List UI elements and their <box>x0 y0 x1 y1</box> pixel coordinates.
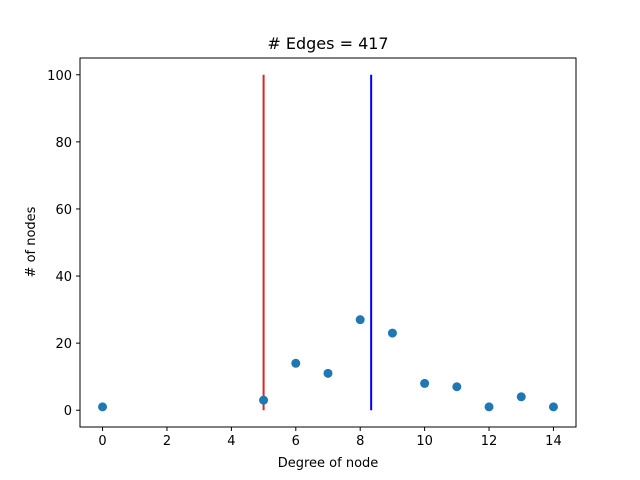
scatter-point-8 <box>484 402 494 412</box>
scatter-point-1 <box>259 395 269 405</box>
scatter-point-0 <box>98 402 108 412</box>
chart-title: # Edges = 417 <box>267 34 388 53</box>
x-tick-label-0: 0 <box>98 434 106 449</box>
scatter-point-4 <box>355 315 365 325</box>
y-tick-label-0: 0 <box>64 404 72 419</box>
x-tick-label-6: 12 <box>481 434 498 449</box>
x-tick-label-2: 4 <box>227 434 235 449</box>
x-tick-label-7: 14 <box>545 434 562 449</box>
y-tick-label-1: 20 <box>55 337 72 352</box>
scatter-point-10 <box>548 402 558 412</box>
x-axis-label: Degree of node <box>278 456 379 471</box>
axes: 0 2 4 6 8 10 12 14 0 20 40 60 80 100 <box>47 69 562 449</box>
x-tick-label-4: 8 <box>356 434 364 449</box>
y-tick-label-4: 80 <box>55 136 72 151</box>
x-tick-label-1: 2 <box>163 434 171 449</box>
plot-frame <box>79 57 577 428</box>
x-tick-label-3: 6 <box>292 434 300 449</box>
y-tick-label-5: 100 <box>47 69 72 84</box>
scatter-point-9 <box>516 392 526 402</box>
y-tick-label-2: 40 <box>55 270 72 285</box>
scatter-point-5 <box>387 328 397 338</box>
x-tick-label-5: 10 <box>416 434 433 449</box>
scatter-point-3 <box>323 368 333 378</box>
y-tick-label-3: 60 <box>55 203 72 218</box>
scatter-point-7 <box>452 382 462 392</box>
scatter-point-2 <box>291 358 301 368</box>
y-axis-label: # of nodes <box>24 206 39 277</box>
plot-area <box>98 74 558 412</box>
scatter-point-6 <box>420 378 430 388</box>
